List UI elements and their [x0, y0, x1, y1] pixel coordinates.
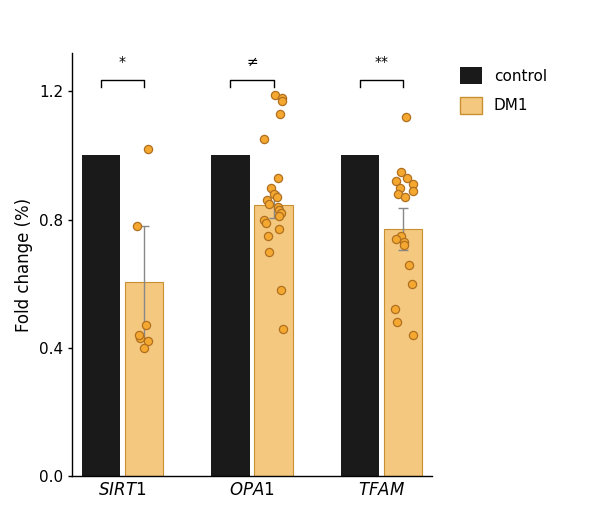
- Point: [135, 334, 145, 342]
- Point: [392, 177, 401, 185]
- Point: [274, 212, 284, 221]
- Point: [397, 231, 406, 240]
- Bar: [125, 282, 163, 476]
- Point: [271, 90, 280, 99]
- Point: [276, 286, 286, 294]
- Point: [401, 113, 411, 121]
- Point: [263, 196, 272, 205]
- Text: ≠: ≠: [246, 55, 258, 69]
- Point: [259, 215, 269, 224]
- Bar: [254, 205, 293, 476]
- Point: [277, 97, 286, 105]
- Point: [275, 110, 285, 118]
- Text: **: **: [374, 55, 389, 69]
- Point: [393, 190, 403, 198]
- Bar: [341, 156, 379, 476]
- Point: [277, 94, 287, 102]
- Point: [276, 209, 286, 217]
- Point: [274, 225, 284, 233]
- Point: [272, 193, 281, 202]
- Point: [263, 231, 273, 240]
- Legend: control, DM1: control, DM1: [454, 60, 553, 120]
- Point: [264, 248, 274, 256]
- Point: [400, 238, 409, 247]
- Point: [264, 199, 274, 208]
- Point: [408, 180, 418, 188]
- Text: *: *: [119, 55, 126, 69]
- Point: [266, 184, 276, 192]
- Point: [407, 279, 417, 288]
- Point: [275, 206, 284, 214]
- Point: [402, 174, 412, 182]
- Point: [269, 190, 279, 198]
- Point: [273, 174, 283, 182]
- Point: [399, 241, 409, 250]
- Point: [404, 260, 413, 269]
- Bar: [82, 156, 120, 476]
- Point: [396, 167, 406, 176]
- Point: [278, 324, 287, 333]
- Y-axis label: Fold change (%): Fold change (%): [15, 197, 33, 332]
- Point: [143, 145, 153, 153]
- Point: [259, 135, 269, 144]
- Point: [273, 203, 283, 211]
- Point: [395, 184, 405, 192]
- Point: [143, 337, 152, 345]
- Point: [261, 218, 271, 227]
- Point: [132, 222, 142, 230]
- Bar: [384, 229, 422, 476]
- Point: [400, 193, 410, 202]
- Point: [139, 344, 149, 352]
- Point: [390, 305, 400, 314]
- Bar: [211, 156, 250, 476]
- Point: [391, 235, 401, 243]
- Point: [409, 187, 418, 195]
- Point: [409, 331, 418, 339]
- Point: [392, 318, 402, 326]
- Point: [141, 321, 151, 330]
- Point: [134, 331, 144, 339]
